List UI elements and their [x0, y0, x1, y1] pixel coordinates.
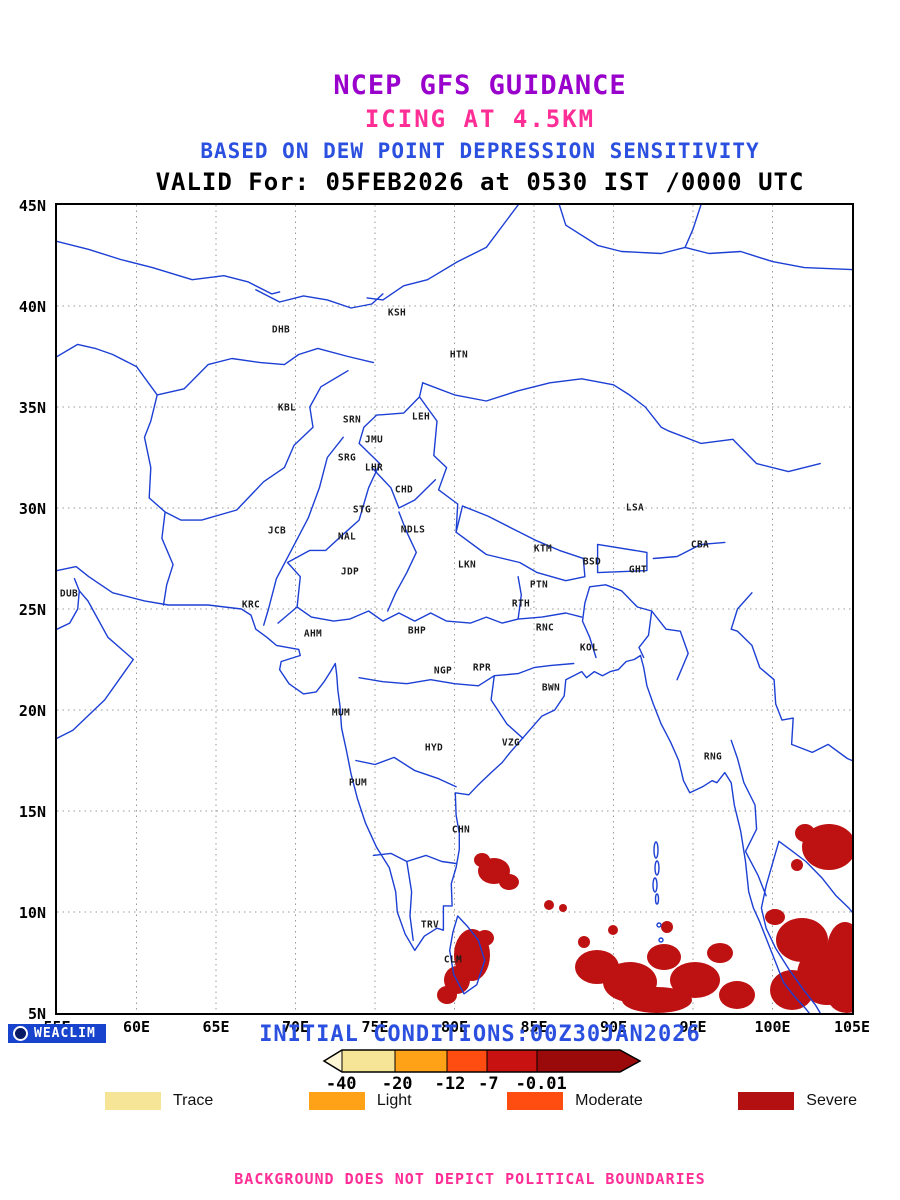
- legend-swatch: [738, 1092, 795, 1110]
- initial-conditions-text: INITIAL CONDITIONS:00Z30JAN2026: [259, 1022, 701, 1047]
- legend-item-severe: Severe: [738, 1092, 857, 1110]
- lon-tick: 80E: [440, 1018, 469, 1036]
- coastlines-and-borders: [57, 205, 852, 1013]
- weaclim-logo-text: WEACLIM: [34, 1026, 96, 1041]
- legend: Trace Light Moderate Severe: [105, 1092, 857, 1110]
- coastline-arabia: [57, 578, 134, 739]
- lon-tick: 65E: [202, 1018, 230, 1036]
- weaclim-logo: WEACLIM: [8, 1024, 106, 1043]
- lon-tick: 60E: [122, 1018, 151, 1036]
- legend-swatch: [507, 1092, 564, 1110]
- legend-swatch: [105, 1092, 161, 1110]
- lat-tick: 5N: [27, 1005, 46, 1023]
- legend-label: Light: [376, 1092, 412, 1109]
- map-grid: [57, 205, 852, 1013]
- india-pakistan-border: [277, 382, 459, 624]
- lon-tick: 70E: [281, 1018, 310, 1036]
- scale-value: -0.01: [515, 1074, 567, 1094]
- legend-label: Moderate: [575, 1092, 643, 1109]
- lon-tick: 75E: [361, 1018, 389, 1036]
- lon-tick: 95E: [679, 1018, 707, 1036]
- lat-tick: 35N: [18, 399, 46, 417]
- lat-tick: 45N: [18, 197, 46, 215]
- gulf-of-thailand: [760, 840, 852, 1013]
- legend-swatch: [308, 1092, 365, 1110]
- lat-tick: 30N: [18, 500, 46, 518]
- scale-value: -7: [478, 1074, 499, 1094]
- map-canvas: [57, 205, 852, 1013]
- scale-value: -20: [381, 1074, 413, 1094]
- northeast-india-borders: [651, 541, 726, 681]
- color-scale: -40 -20 -12 -7 -0.01: [322, 1048, 642, 1096]
- bangladesh-border: [581, 584, 653, 659]
- color-scale-values: -40 -20 -12 -7 -0.01: [322, 1074, 642, 1094]
- lon-tick: 85E: [520, 1018, 548, 1036]
- mongolia-border: [558, 205, 852, 271]
- nepal-border: [455, 505, 586, 582]
- lon-tick: 105E: [833, 1018, 871, 1036]
- indus-river: [263, 436, 344, 626]
- latitude-axis: 45N 40N 35N 30N 25N 20N 15N 10N 5N: [0, 197, 50, 1023]
- central-asia-borders: [57, 205, 519, 309]
- lat-tick: 20N: [18, 702, 46, 720]
- sri-lanka: [449, 915, 486, 995]
- weaclim-logo-icon: [13, 1026, 28, 1041]
- valid-time-line: VALID For: 05FEB2026 at 0530 IST /0000 U…: [155, 168, 805, 196]
- lat-tick: 25N: [18, 601, 46, 619]
- longitude-axis: 55E60E65E70E75E80E85E90E95E100E105E: [43, 1018, 870, 1038]
- yunnan-laos-borders: [730, 592, 852, 762]
- icing-areas: [437, 824, 852, 1013]
- page-title: NCEP GFS GUIDANCE: [333, 70, 627, 101]
- thailand-border: [730, 739, 767, 897]
- coastline-main: [57, 565, 810, 1013]
- legend-label: Severe: [806, 1092, 857, 1109]
- page-subtitle: ICING AT 4.5KM: [364, 105, 596, 133]
- india-state-borders: [296, 466, 583, 941]
- color-scale-arrow: [322, 1049, 642, 1073]
- legend-item-trace: Trace: [105, 1092, 213, 1110]
- legend-item-moderate: Moderate: [507, 1092, 643, 1110]
- legend-item-light: Light: [308, 1092, 412, 1110]
- lat-tick: 10N: [18, 904, 46, 922]
- afghanistan-borders: [57, 343, 375, 606]
- lon-tick: 100E: [754, 1018, 791, 1036]
- tibet-borders: [422, 378, 821, 473]
- lat-tick: 15N: [18, 803, 46, 821]
- map-area: DHB KSH HTN KBL LEH SRN JMU SRG LHR CHD STG JCB NDLS…: [55, 203, 854, 1015]
- scale-value: -40: [325, 1074, 357, 1094]
- lat-tick: 40N: [18, 298, 46, 316]
- disclaimer-text: BACKGROUND DOES NOT DEPICT POLITICAL BOU…: [234, 1170, 706, 1188]
- lon-tick: 90E: [599, 1018, 628, 1036]
- legend-label: Trace: [173, 1092, 214, 1109]
- method-line: BASED ON DEW POINT DEPRESSION SENSITIVIT…: [200, 139, 760, 163]
- scale-value: -12: [434, 1074, 466, 1094]
- bhutan-border: [596, 543, 648, 574]
- andaman-islands: [653, 841, 659, 859]
